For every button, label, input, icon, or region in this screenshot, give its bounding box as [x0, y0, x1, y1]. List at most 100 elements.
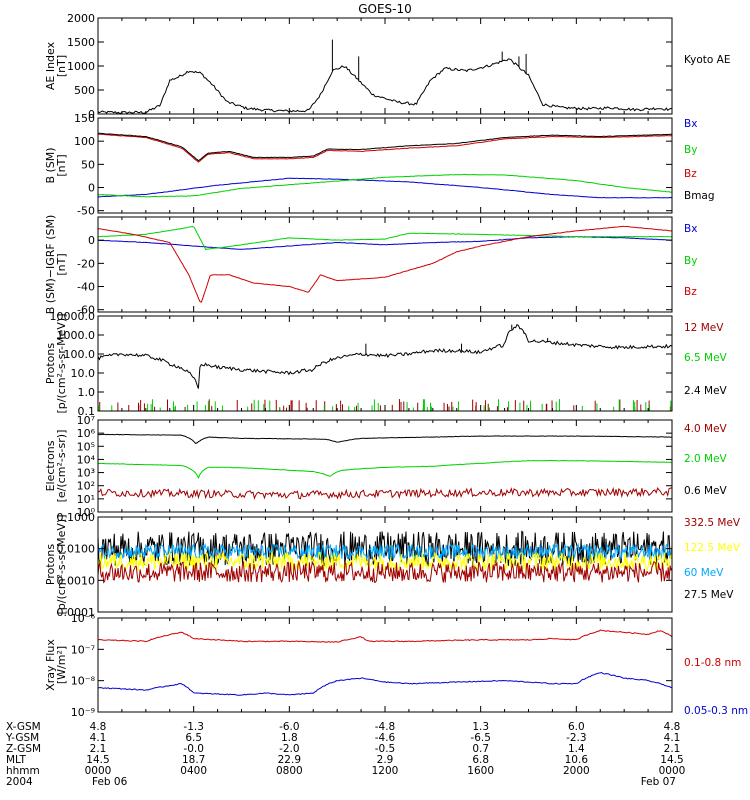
footer-value: 1600	[467, 765, 494, 777]
y-tick-label: 10⁶	[77, 427, 96, 440]
series-line	[97, 132, 673, 162]
y-axis-label-line: AE Index	[44, 41, 57, 90]
footer-value: 2000	[563, 765, 590, 777]
y-tick-label: -50	[77, 205, 95, 218]
footer-row-label: Z-GSM	[6, 743, 41, 755]
footer-value: 1.8	[281, 732, 298, 744]
series-line	[97, 486, 673, 500]
panel-xray: 10⁻⁹ 10⁻⁸ 10⁻⁷ 10⁻⁶ Xray Flux[W/m²] 0.1-0.8 n…	[44, 612, 748, 719]
series-line	[97, 225, 672, 303]
y-axis-label: B (SM)−IGRF (SM)[nT]	[44, 215, 68, 315]
legend-label: 0.6 MeV	[684, 485, 728, 497]
y-axis-label-line: B (SM)	[44, 147, 57, 183]
series-line	[98, 671, 672, 696]
panel-frame	[97, 17, 673, 115]
y-axis-label-line: Electrons	[44, 440, 57, 491]
panel-frame	[97, 617, 673, 713]
footer-value: 0800	[276, 765, 303, 777]
y-axis-label-line: [W/m²]	[55, 646, 68, 684]
y-tick-label: 0.0001	[57, 606, 96, 619]
footer-row-label: 2004	[6, 776, 33, 788]
footer-value: -4.8	[375, 721, 396, 733]
legend-label: 332.5 MeV	[684, 517, 741, 529]
series-line	[97, 133, 673, 163]
y-tick-label: 1000.0	[57, 329, 96, 342]
y-axis-label: Protons[p/(cm²-s-sr-MeV)]	[44, 515, 68, 615]
series-line	[97, 236, 673, 250]
legend-label: Kyoto AE	[684, 54, 730, 66]
footer-value: 1.3	[472, 721, 489, 733]
y-tick-label: 10⁰	[77, 506, 96, 519]
y-axis-label-line: Protons	[44, 544, 57, 585]
series-line	[97, 225, 672, 251]
footer-value: 4.1	[664, 732, 681, 744]
y-tick-label: 0.0010	[57, 574, 96, 587]
y-tick-label: 10³	[77, 467, 95, 480]
panels: 0 500 1000 1500 2000 AE Index[nT] Kyoto AE -50 0…	[44, 12, 748, 719]
y-tick-label: -40	[77, 281, 95, 294]
footer-value: 1.4	[568, 743, 585, 755]
series-line	[98, 177, 673, 199]
footer-value: 2.1	[664, 743, 681, 755]
footer-row-label: X-GSM	[6, 721, 41, 733]
y-axis-label-line: [p/(cm²-s-sr-MeV)]	[55, 515, 68, 615]
footer-value: -2.0	[279, 743, 300, 755]
y-tick-label: 0	[88, 182, 95, 195]
y-tick-label: 10000.0	[50, 310, 96, 323]
y-tick-label: 2000	[67, 12, 95, 25]
y-axis-label-line: Protons	[44, 343, 57, 384]
legend-label: Bx	[684, 223, 697, 235]
footer-value: 14.5	[86, 754, 109, 766]
y-axis-label: AE Index[nT]	[44, 41, 68, 90]
panel-bsm: -50 0 50 100 150 B (SM)[nT] Bx By Bz Bmag	[44, 112, 715, 218]
footer-value: -1.3	[183, 721, 204, 733]
footer-value: 6.0	[568, 721, 585, 733]
footer: X-GSMY-GSMZ-GSMMLThhmm20044.84.12.114.50…	[5, 721, 685, 788]
legend-label: 60 MeV	[684, 567, 724, 579]
footer-row-label: MLT	[6, 754, 26, 766]
series-line	[97, 58, 673, 115]
legend-label: 0.1-0.8 nm	[684, 657, 741, 669]
footer-value: -4.6	[375, 732, 396, 744]
y-tick-label: 0.1000	[57, 511, 96, 524]
panel-frame	[97, 216, 673, 313]
y-tick-label: 1500	[67, 36, 95, 49]
panel-hprotons: 0.00010.00100.01000.1000Protons[p/(cm²-s…	[44, 511, 741, 619]
series-line	[97, 173, 673, 198]
footer-row-label: hhmm	[6, 765, 40, 777]
legend-label: 6.5 MeV	[684, 352, 728, 364]
legend-label: By	[684, 144, 697, 156]
footer-value: 0000	[659, 765, 686, 777]
series-line	[97, 560, 673, 584]
plot-title: GOES-10	[358, 2, 412, 16]
footer-value: -2.3	[566, 732, 587, 744]
y-axis-label-line: Xray Flux	[44, 639, 57, 691]
y-axis-label-line: [nT]	[55, 55, 68, 77]
footer-value: 0000	[85, 765, 112, 777]
y-tick-label: 100	[74, 135, 95, 148]
legend-label: 4.0 MeV	[684, 423, 728, 435]
footer-value: -0.5	[375, 743, 396, 755]
y-tick-label: 500	[74, 84, 95, 97]
series-line	[97, 629, 673, 643]
legend-label: 0.05-0.3 nm	[684, 705, 748, 717]
y-tick-label: 10⁻⁷	[71, 643, 95, 656]
y-tick-label: 150	[74, 112, 95, 125]
y-tick-label: 10⁻⁸	[71, 675, 96, 688]
panel-ae: 0 500 1000 1500 2000 AE Index[nT] Kyoto AE	[44, 12, 730, 121]
legend-label: 2.4 MeV	[684, 385, 728, 397]
y-tick-label: -60	[77, 304, 95, 317]
footer-value: Feb 07	[641, 776, 676, 788]
footer-value: -6.0	[279, 721, 300, 733]
legend-label: Bz	[684, 168, 697, 180]
y-tick-label: 10⁴	[77, 453, 96, 466]
panel-protons: 0.11.010.0100.01000.010000.0Protons[p/(c…	[44, 310, 728, 418]
y-tick-label: 1000	[67, 60, 95, 73]
y-tick-label: 10²	[77, 480, 95, 493]
legend-label: 12 MeV	[684, 322, 724, 334]
footer-value: 0.7	[472, 743, 489, 755]
legend-label: 27.5 MeV	[684, 589, 734, 601]
panel-frame	[97, 315, 673, 412]
footer-value: 10.6	[565, 754, 589, 766]
